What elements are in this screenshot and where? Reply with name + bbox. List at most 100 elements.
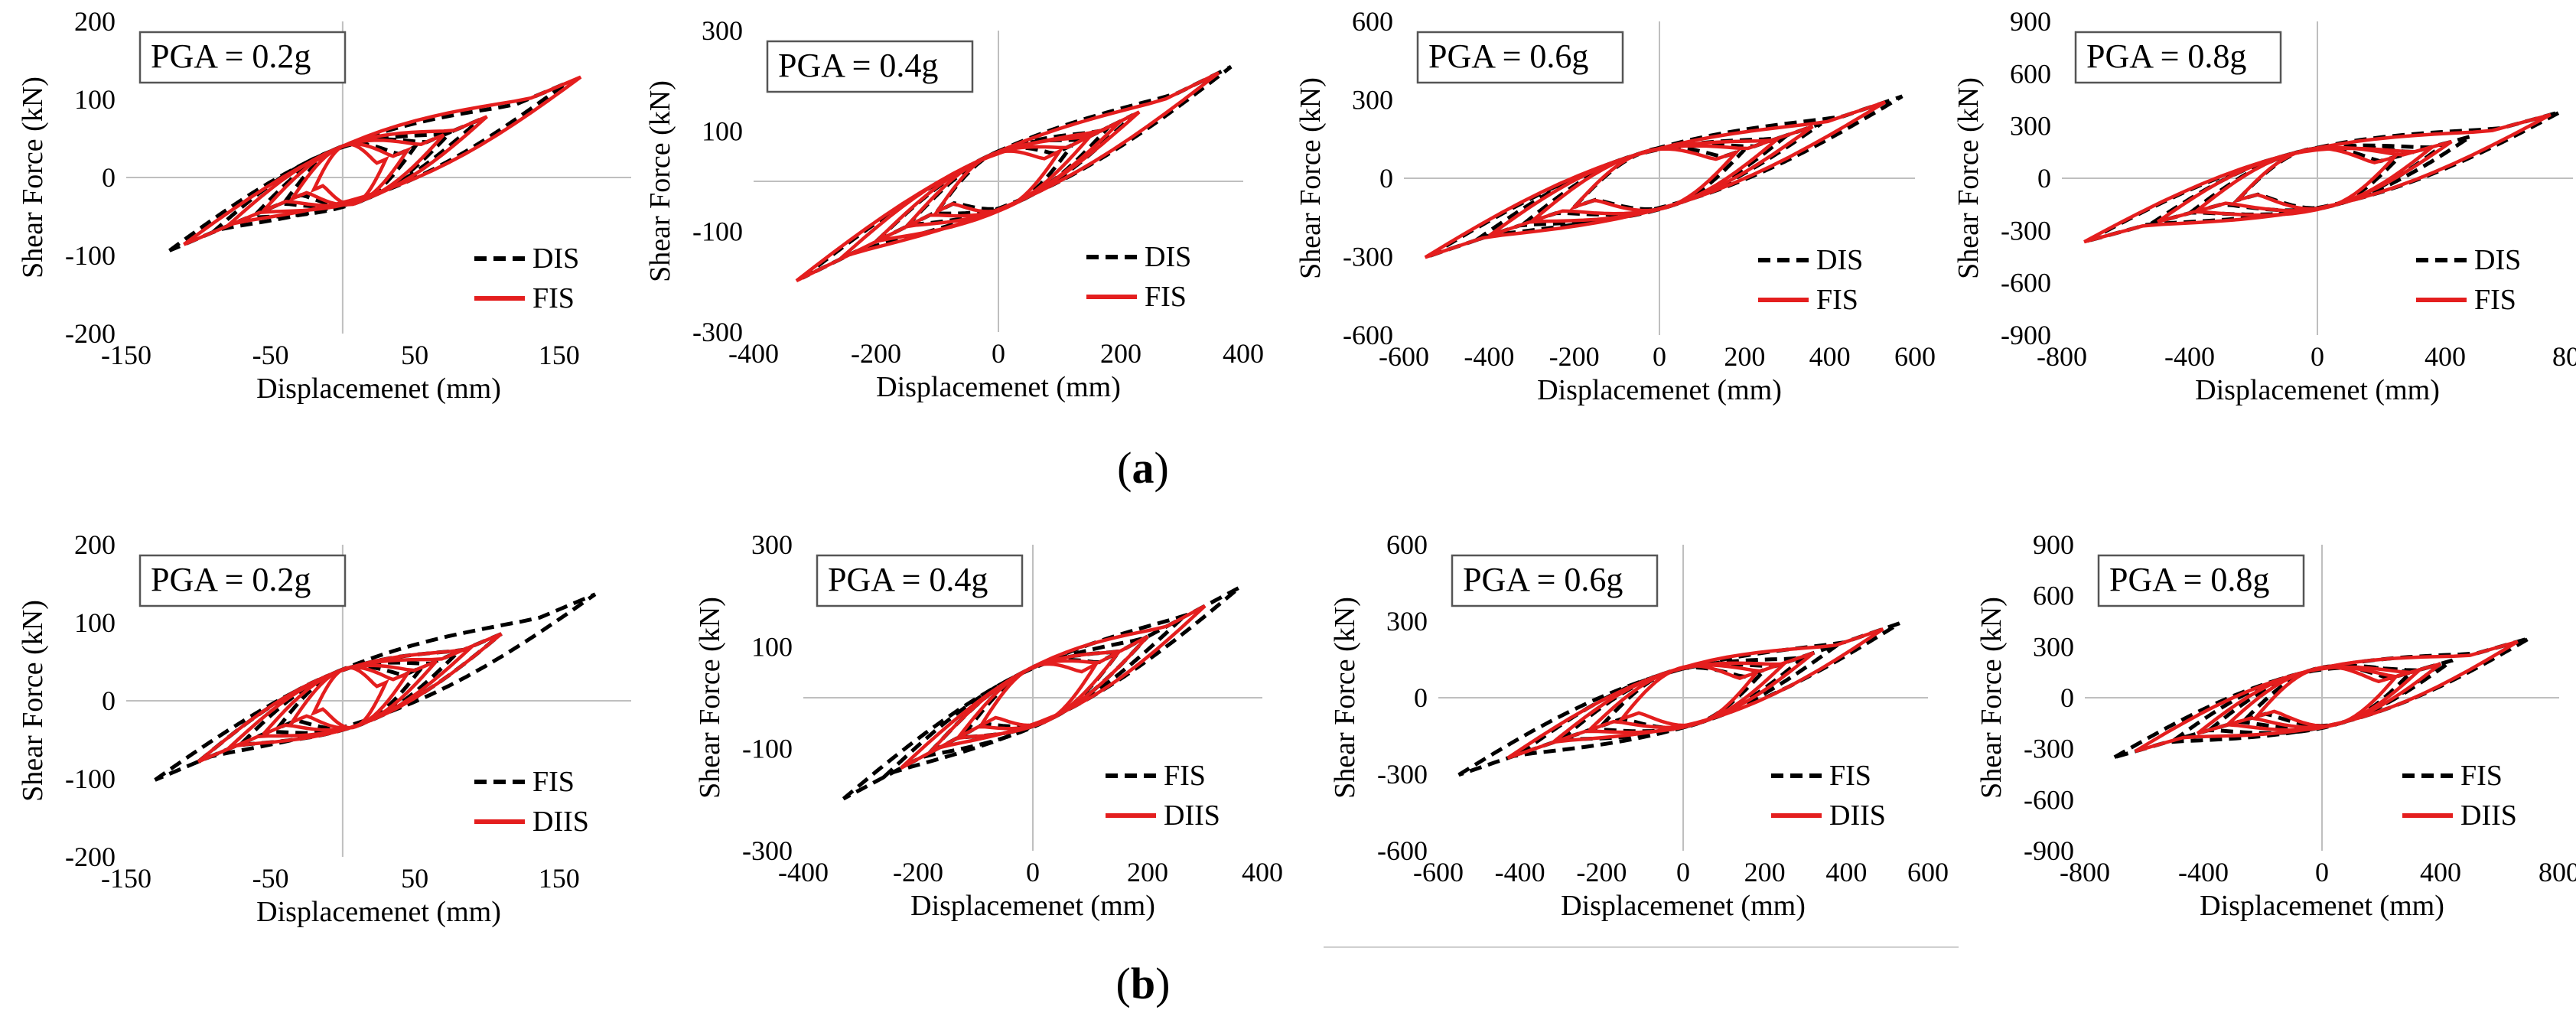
x-axis-title: Displacemenet (mm) [256, 896, 501, 928]
y-axis-title: Shear Force (kN) [1975, 597, 2008, 799]
hysteresis-loop [976, 659, 1101, 730]
x-tick-label: -150 [101, 340, 151, 370]
series-diis [197, 632, 503, 764]
y-tick-label: 0 [2037, 163, 2051, 194]
chart-panel-b-3: 600 300 0 -300 -600-600 -400 -200 0 200 400 600 Dis… [1329, 529, 1949, 922]
x-tick-label: -200 [1576, 857, 1627, 887]
panel-title: PGA = 0.2g [151, 561, 311, 598]
legend-label: FIS [532, 766, 575, 798]
y-tick-label: 200 [74, 6, 116, 37]
hysteresis-loop [2238, 664, 2418, 728]
panel-title: PGA = 0.6g [1428, 37, 1588, 75]
legend-label: DIS [1816, 244, 1863, 276]
x-tick-label: 50 [401, 863, 428, 894]
panel-title: PGA = 0.2g [151, 37, 311, 75]
series-fis [1424, 100, 1887, 259]
x-tick-label: -600 [1413, 857, 1464, 887]
series-diis [2134, 640, 2519, 754]
panel-title-box: PGA = 0.6g [1451, 554, 1659, 607]
y-tick-label: 100 [74, 84, 116, 115]
hysteresis-loop [2083, 112, 2552, 244]
y-axis-title: Shear Force (kN) [1295, 77, 1327, 279]
chart-panel-b-2: 300 100 -100 -300-400 -200 0 200 400 Displacemen… [694, 529, 1283, 922]
chart-panel-a-4: 900 600 300 0 -300 -600 -900-800 -400 0 400 800 Dis… [1952, 6, 2576, 406]
y-tick-label: 100 [751, 631, 793, 662]
panel-title-frame [766, 40, 974, 93]
legend-label: FIS [1145, 281, 1187, 313]
y-tick-label: -600 [2024, 784, 2074, 815]
y-axis-title: Shear Force (kN) [694, 597, 726, 799]
legend-label: DIS [1145, 241, 1191, 273]
hysteresis-loop [956, 650, 1121, 739]
legend: FIS DIIS [2402, 760, 2517, 832]
panel-title: PGA = 0.4g [828, 561, 988, 598]
y-tick-label: -300 [2024, 734, 2074, 764]
series-fis [183, 75, 582, 246]
hysteresis-loop [1530, 136, 1780, 223]
y-tick-label: 100 [702, 116, 743, 146]
y-tick-label: -600 [1343, 320, 1393, 350]
row-b-label: (b) [1115, 959, 1171, 1008]
legend: FIS DIIS [1106, 760, 1220, 832]
panel-title-frame [2097, 554, 2305, 607]
hysteresis-loop [310, 142, 389, 207]
x-tick-label: 0 [1026, 857, 1040, 887]
y-tick-label: 300 [2010, 111, 2051, 142]
x-tick-label: -600 [1379, 341, 1429, 372]
y-axis-title: Shear Force (kN) [644, 80, 676, 282]
hysteresis-loop [2194, 145, 2434, 213]
panel-title: PGA = 0.8g [2109, 561, 2269, 598]
x-tick-label: -400 [2164, 341, 2215, 372]
panel-title-box: PGA = 0.2g [138, 554, 347, 607]
series-fis [795, 71, 1220, 283]
y-axis-title: Shear Force (kN) [1952, 77, 1985, 279]
hysteresis-loop [310, 666, 389, 730]
hysteresis-loop [882, 616, 1184, 780]
panel-title-frame [138, 554, 347, 607]
hysteresis-loop [874, 119, 1122, 243]
panel-title-frame [1416, 31, 1624, 84]
x-tick-label: 50 [401, 340, 428, 370]
y-tick-label: 0 [1414, 682, 1428, 713]
panel-title-box: PGA = 0.8g [2097, 554, 2305, 607]
x-tick-label: 0 [2315, 857, 2329, 887]
y-tick-label: 0 [1379, 163, 1393, 194]
x-tick-label: -800 [2037, 341, 2087, 372]
y-tick-label: -100 [692, 217, 743, 247]
chart-panel-a-1: 200 100 0 -100 -200-150 -50 50 150 Displacemenet… [17, 6, 631, 405]
x-tick-label: -800 [2060, 857, 2110, 887]
x-tick-label: -50 [252, 863, 289, 894]
y-tick-label: -100 [65, 240, 116, 271]
y-tick-label: -300 [742, 835, 793, 866]
row-a-label: (a) [1117, 443, 1169, 493]
x-tick-label: 200 [1724, 341, 1765, 372]
x-axis-title: Displacemenet (mm) [2195, 374, 2440, 406]
panel-title-box: PGA = 0.2g [138, 31, 347, 84]
hysteresis-loop [838, 110, 1141, 262]
legend: FIS DIIS [474, 766, 589, 838]
legend-label: DIIS [2460, 799, 2517, 832]
series-diis [1506, 627, 1884, 760]
y-tick-label: 600 [1386, 529, 1428, 560]
x-tick-label: -200 [893, 857, 943, 887]
x-axis-title: Displacemenet (mm) [256, 373, 501, 405]
x-tick-label: 400 [2420, 857, 2461, 887]
legend-label: FIS [1816, 284, 1858, 316]
hysteresis-loop [905, 134, 1092, 229]
y-tick-label: 300 [2033, 631, 2074, 662]
hysteresis-loop [2226, 665, 2421, 730]
series-diis [899, 604, 1207, 770]
x-tick-label: 200 [1744, 857, 1786, 887]
y-axis-title: Shear Force (kN) [17, 600, 49, 802]
chart-panel-a-2: 300 100 -100 -300-400 -200 0 200 400 Displacemen… [644, 15, 1264, 403]
x-tick-label: 800 [2552, 341, 2576, 372]
x-tick-label: 400 [2425, 341, 2466, 372]
y-tick-label: 300 [702, 15, 743, 46]
hysteresis-loop [226, 115, 488, 228]
y-tick-label: -100 [742, 734, 793, 764]
x-tick-label: 200 [1127, 857, 1168, 887]
chart-panel-b-1: 200 100 0 -100 -200-150 -50 50 150 Displacemenet… [17, 529, 631, 928]
hysteresis-loop [1588, 661, 1786, 732]
y-tick-label: 600 [2010, 58, 2051, 89]
